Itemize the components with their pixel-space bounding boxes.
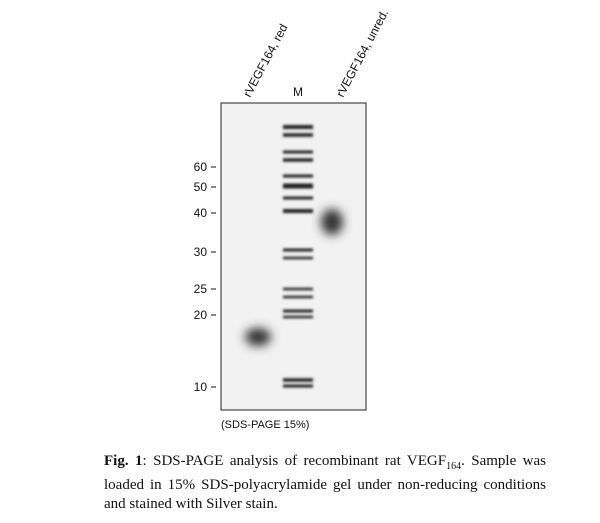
marker-band [283,309,313,313]
marker-band [283,256,313,260]
caption-subscript: 164 [446,461,462,472]
marker-band [283,133,313,137]
lane-label: rVEGF164, unred. [333,7,391,100]
marker-band [283,209,313,213]
marker-label: 30 [194,245,208,259]
marker-band [283,248,313,252]
gel-figure: rVEGF164, red M rVEGF164, unred. 60 50 40 3… [194,7,392,431]
marker-band [283,315,313,319]
sample-band [245,328,271,346]
caption-text: . Sample was loaded in 15% SDS-polyacryl… [104,453,546,512]
lane-label: rVEGF164, red [240,22,290,100]
marker-band [283,150,313,154]
marker-label: 20 [194,308,208,322]
sample-band [321,209,343,235]
marker-labels: 60 50 40 30 25 20 10 [194,160,216,394]
marker-band [283,196,313,200]
marker-label: 10 [194,380,208,394]
marker-band [283,125,313,129]
marker-band [283,174,313,178]
gel-note: (SDS-PAGE 15%) [221,419,309,431]
marker-label: 25 [194,282,208,296]
marker-band [283,183,313,189]
marker-band [283,378,313,382]
caption-text: : SDS-PAGE analysis of recombinant rat V… [142,453,447,469]
lane-label: M [293,85,303,99]
caption: Fig. 1: SDS-PAGE analysis of recombinant… [104,452,546,514]
marker-band [283,295,313,299]
marker-label: 40 [194,206,208,220]
marker-label: 60 [194,160,208,174]
marker-bands [283,125,313,388]
marker-band [283,384,313,388]
marker-band [283,287,313,291]
marker-label: 50 [194,180,208,194]
caption-label: Fig. 1 [104,453,143,469]
gel [220,102,367,411]
marker-band [283,158,313,162]
